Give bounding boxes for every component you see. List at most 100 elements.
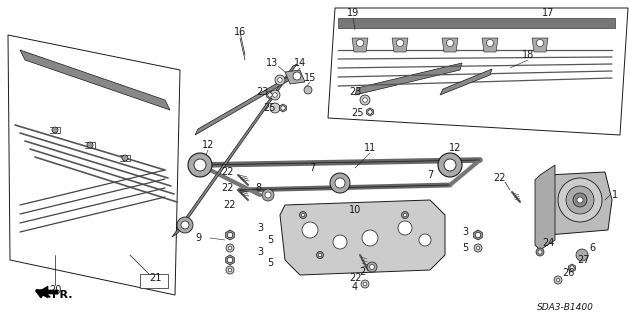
Circle shape — [270, 103, 280, 113]
Circle shape — [556, 278, 560, 282]
Circle shape — [181, 221, 189, 229]
Circle shape — [403, 213, 407, 217]
Text: 22: 22 — [493, 173, 506, 183]
Circle shape — [268, 93, 272, 97]
Polygon shape — [442, 38, 458, 52]
Circle shape — [275, 75, 285, 85]
Polygon shape — [280, 200, 445, 275]
Circle shape — [281, 106, 285, 110]
Circle shape — [573, 193, 587, 207]
Circle shape — [554, 276, 562, 284]
Text: 25: 25 — [264, 103, 276, 113]
Circle shape — [397, 40, 403, 47]
Bar — [140, 274, 168, 288]
Polygon shape — [172, 64, 297, 237]
Text: 17: 17 — [542, 8, 554, 18]
Circle shape — [444, 159, 456, 171]
Circle shape — [369, 264, 374, 270]
Text: 22: 22 — [224, 200, 236, 210]
Text: 11: 11 — [364, 143, 376, 153]
Text: 9: 9 — [195, 233, 201, 243]
Circle shape — [401, 211, 408, 219]
Polygon shape — [195, 74, 293, 135]
Polygon shape — [8, 35, 180, 295]
Circle shape — [576, 249, 588, 261]
Text: 24: 24 — [542, 238, 554, 248]
Polygon shape — [280, 104, 287, 112]
Text: 8: 8 — [255, 183, 261, 193]
Text: 20: 20 — [49, 285, 61, 295]
Text: 19: 19 — [347, 8, 359, 18]
Polygon shape — [352, 38, 368, 52]
Text: 3: 3 — [257, 247, 263, 257]
Circle shape — [577, 197, 583, 203]
Circle shape — [304, 86, 312, 94]
Circle shape — [301, 213, 305, 217]
Polygon shape — [285, 70, 305, 84]
Circle shape — [364, 282, 367, 286]
Text: 26: 26 — [562, 268, 574, 278]
Polygon shape — [20, 50, 170, 110]
Text: 14: 14 — [294, 58, 306, 68]
Circle shape — [360, 95, 370, 105]
Circle shape — [317, 251, 323, 258]
Circle shape — [367, 262, 377, 272]
Circle shape — [570, 266, 574, 270]
Text: 5: 5 — [267, 258, 273, 268]
Text: 7: 7 — [427, 170, 433, 180]
Polygon shape — [367, 108, 374, 116]
Text: 7: 7 — [309, 163, 315, 173]
Circle shape — [226, 266, 234, 274]
Circle shape — [438, 153, 462, 177]
Text: 18: 18 — [522, 50, 534, 60]
Text: 5: 5 — [267, 235, 273, 245]
Text: 6: 6 — [589, 243, 595, 253]
Circle shape — [419, 234, 431, 246]
Circle shape — [318, 253, 322, 257]
Circle shape — [228, 268, 232, 272]
Polygon shape — [328, 8, 628, 135]
Circle shape — [228, 246, 232, 250]
Circle shape — [362, 230, 378, 246]
Text: 10: 10 — [349, 205, 361, 215]
Polygon shape — [535, 165, 555, 250]
Text: 2: 2 — [359, 267, 365, 277]
Circle shape — [177, 217, 193, 233]
Text: SDA3-B1400: SDA3-B1400 — [536, 303, 593, 313]
Polygon shape — [440, 69, 492, 95]
Polygon shape — [266, 91, 273, 99]
Text: 4: 4 — [352, 282, 358, 292]
Circle shape — [188, 153, 212, 177]
Text: 13: 13 — [266, 58, 278, 68]
Circle shape — [333, 235, 347, 249]
Circle shape — [300, 211, 307, 219]
Circle shape — [278, 78, 282, 82]
Circle shape — [302, 222, 318, 238]
Circle shape — [361, 280, 369, 288]
Circle shape — [447, 40, 454, 47]
Polygon shape — [482, 38, 498, 52]
Text: 27: 27 — [577, 255, 589, 265]
Text: FR.: FR. — [52, 290, 72, 300]
Text: 3: 3 — [257, 223, 263, 233]
Polygon shape — [226, 230, 234, 240]
Circle shape — [536, 40, 543, 47]
Circle shape — [558, 178, 602, 222]
Polygon shape — [540, 172, 612, 235]
Text: 3: 3 — [462, 227, 468, 237]
Text: 5: 5 — [462, 243, 468, 253]
Circle shape — [87, 142, 93, 148]
Circle shape — [356, 40, 364, 47]
Text: 22: 22 — [349, 273, 361, 283]
Circle shape — [536, 248, 544, 256]
Circle shape — [538, 250, 542, 254]
Polygon shape — [474, 230, 483, 240]
Circle shape — [262, 189, 274, 201]
Circle shape — [227, 257, 233, 263]
Text: 15: 15 — [304, 73, 316, 83]
Circle shape — [474, 244, 482, 252]
Polygon shape — [355, 63, 462, 95]
Circle shape — [226, 244, 234, 252]
Circle shape — [476, 246, 480, 250]
Polygon shape — [568, 264, 575, 272]
